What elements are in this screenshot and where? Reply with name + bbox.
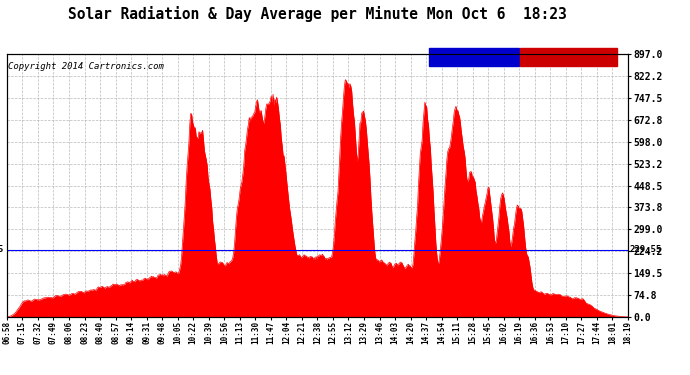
- FancyBboxPatch shape: [520, 48, 617, 66]
- Text: Radiation (w/m2): Radiation (w/m2): [526, 53, 611, 62]
- Text: 229.55: 229.55: [629, 245, 662, 254]
- FancyBboxPatch shape: [429, 48, 520, 66]
- Text: Median (w/m2): Median (w/m2): [440, 53, 509, 62]
- Text: Copyright 2014 Cartronics.com: Copyright 2014 Cartronics.com: [8, 62, 164, 71]
- Text: 229.55: 229.55: [0, 245, 4, 254]
- Text: Solar Radiation & Day Average per Minute Mon Oct 6  18:23: Solar Radiation & Day Average per Minute…: [68, 6, 566, 22]
